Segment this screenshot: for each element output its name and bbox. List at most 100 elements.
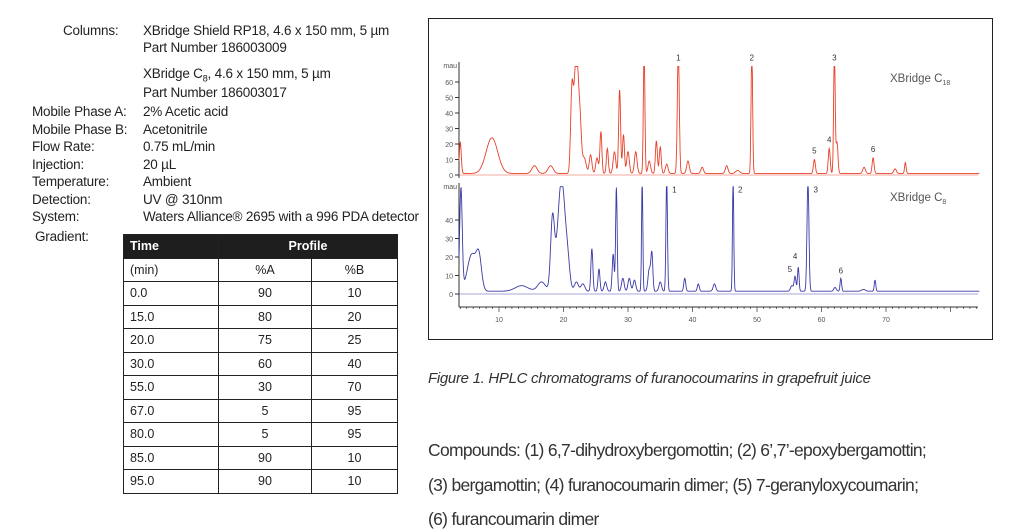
cell-time: 67.0 [123,398,219,423]
column2-name: XBridge C [143,66,203,81]
x-tick-label: 20 [560,317,568,324]
y-tick-label: 0 [449,292,453,299]
panel-name: XBridge C18 [890,73,950,87]
y-tick-label: 20 [445,142,453,149]
panel-name-text: XBridge C [890,73,942,85]
peak-label: 2 [750,53,755,62]
condition-value: Waters Alliance® 2695 with a 996 PDA det… [143,209,419,224]
peak-label: 1 [672,185,677,194]
condition-label: Detection: [32,191,91,207]
column1-part-number: Part Number 186003009 [143,40,287,55]
y-tick-label: 30 [445,127,453,134]
table-row: 0.0 90 10 [123,281,398,306]
y-tick-label: 20 [445,255,453,262]
y-unit-label: mau [443,184,457,191]
column1-spec: XBridge Shield RP18, 4.6 x 150 mm, 5 µm [143,23,390,38]
cell-time: 80.0 [123,422,219,447]
peak-label: 3 [832,53,837,62]
cell-percent-b: 95 [311,422,398,447]
panel-name-text: XBridge C [890,192,942,204]
peak-label: 6 [871,145,876,154]
cell-percent-b: 40 [311,351,398,376]
peak-label: 6 [839,267,844,276]
compounds-line-2: (3) bergamottin; (4) furanocoumarin dime… [428,475,919,495]
peak-label: 5 [812,146,817,155]
chromatogram-trace [458,66,980,174]
cell-percent-b: 70 [311,375,398,400]
peak-label: 5 [788,265,793,274]
x-tick-label: 40 [689,317,697,324]
y-tick-label: 40 [445,111,453,118]
table-row: 55.0 30 70 [123,375,398,400]
condition-label: Mobile Phase B: [32,121,128,137]
y-tick-label: 10 [445,274,453,281]
condition-value: Acetonitrile [143,121,208,137]
condition-value: 0.75 mL/min [143,139,216,154]
table-subheader-row: (min) %A %B [123,257,398,282]
cell-time: 55.0 [123,375,219,400]
compounds-line-3: (6) furancoumarin dimer [428,509,599,529]
table-row: 20.0 75 25 [123,328,398,353]
subheader-b: %B [311,257,398,282]
cell-percent-b: 20 [311,304,398,329]
x-tick-label: 30 [624,317,632,324]
y-tick-label: 60 [445,80,453,87]
y-unit-label: mau [443,63,457,70]
column2-spec: XBridge C8, 4.6 x 150 mm, 5 µm [143,66,331,84]
y-tick-label: 10 [445,158,453,165]
cell-percent-b: 10 [311,281,398,306]
y-tick-label: 40 [445,218,453,225]
column2-part-number: Part Number 186003017 [143,85,287,100]
cell-percent-a: 5 [218,398,312,423]
cell-percent-a: 80 [218,304,312,329]
column2-subscript: 8 [202,73,208,84]
cell-percent-b: 25 [311,328,398,353]
figure-frame [428,18,993,340]
cell-percent-a: 75 [218,328,312,353]
table-row: 30.0 60 40 [123,351,398,376]
condition-value: UV @ 310nm [143,191,223,207]
table-row: 95.0 90 10 [123,469,398,494]
condition-value: 2% Acetic acid [143,104,228,119]
condition-label: Mobile Phase A: [32,104,127,119]
header-time: Time [123,234,219,259]
cell-percent-a: 30 [218,375,312,400]
x-tick-label: 10 [495,317,503,324]
compounds-line-1: Compounds: (1) 6,7-dihydroxybergomottin;… [428,440,927,460]
x-tick-label: 60 [818,317,826,324]
cell-percent-a: 60 [218,351,312,376]
peak-label: 2 [738,185,743,194]
cell-time: 15.0 [123,304,219,329]
cell-time: 0.0 [123,281,219,306]
y-tick-label: 30 [445,237,453,244]
cell-percent-a: 90 [218,281,312,306]
cell-time: 95.0 [123,469,219,494]
table-header-row: Time Profile [123,234,398,259]
x-tick-label: 50 [753,317,761,324]
figure-caption: Figure 1. HPLC chromatograms of furanoco… [428,370,871,387]
cell-percent-a: 90 [218,469,312,494]
cell-time: 30.0 [123,351,219,376]
cell-percent-b: 95 [311,398,398,423]
peak-label: 3 [813,185,818,194]
chromatogram-trace [458,186,980,292]
peak-label: 4 [827,135,832,144]
condition-value: 20 µL [143,156,177,172]
cell-percent-a: 5 [218,422,312,447]
subheader-time: (min) [123,257,219,282]
gradient-label: Gradient: [35,229,89,244]
x-tick-label: 70 [882,317,890,324]
gradient-table: Time Profile (min) %A %B 0.0 90 10 15.0 80 20… [123,234,398,494]
peak-label: 4 [793,252,798,261]
panel-name-subscript: 8 [942,199,946,206]
cell-percent-b: 10 [311,445,398,470]
peak-label: 1 [676,53,681,62]
cell-percent-b: 10 [311,469,398,494]
condition-label: Injection: [32,156,85,172]
y-tick-label: 0 [449,173,453,180]
column2-dimensions: , 4.6 x 150 mm, 5 µm [207,66,331,81]
y-tick-label: 50 [445,96,453,103]
columns-label: Columns: [63,23,119,38]
subheader-a: %A [218,257,312,282]
